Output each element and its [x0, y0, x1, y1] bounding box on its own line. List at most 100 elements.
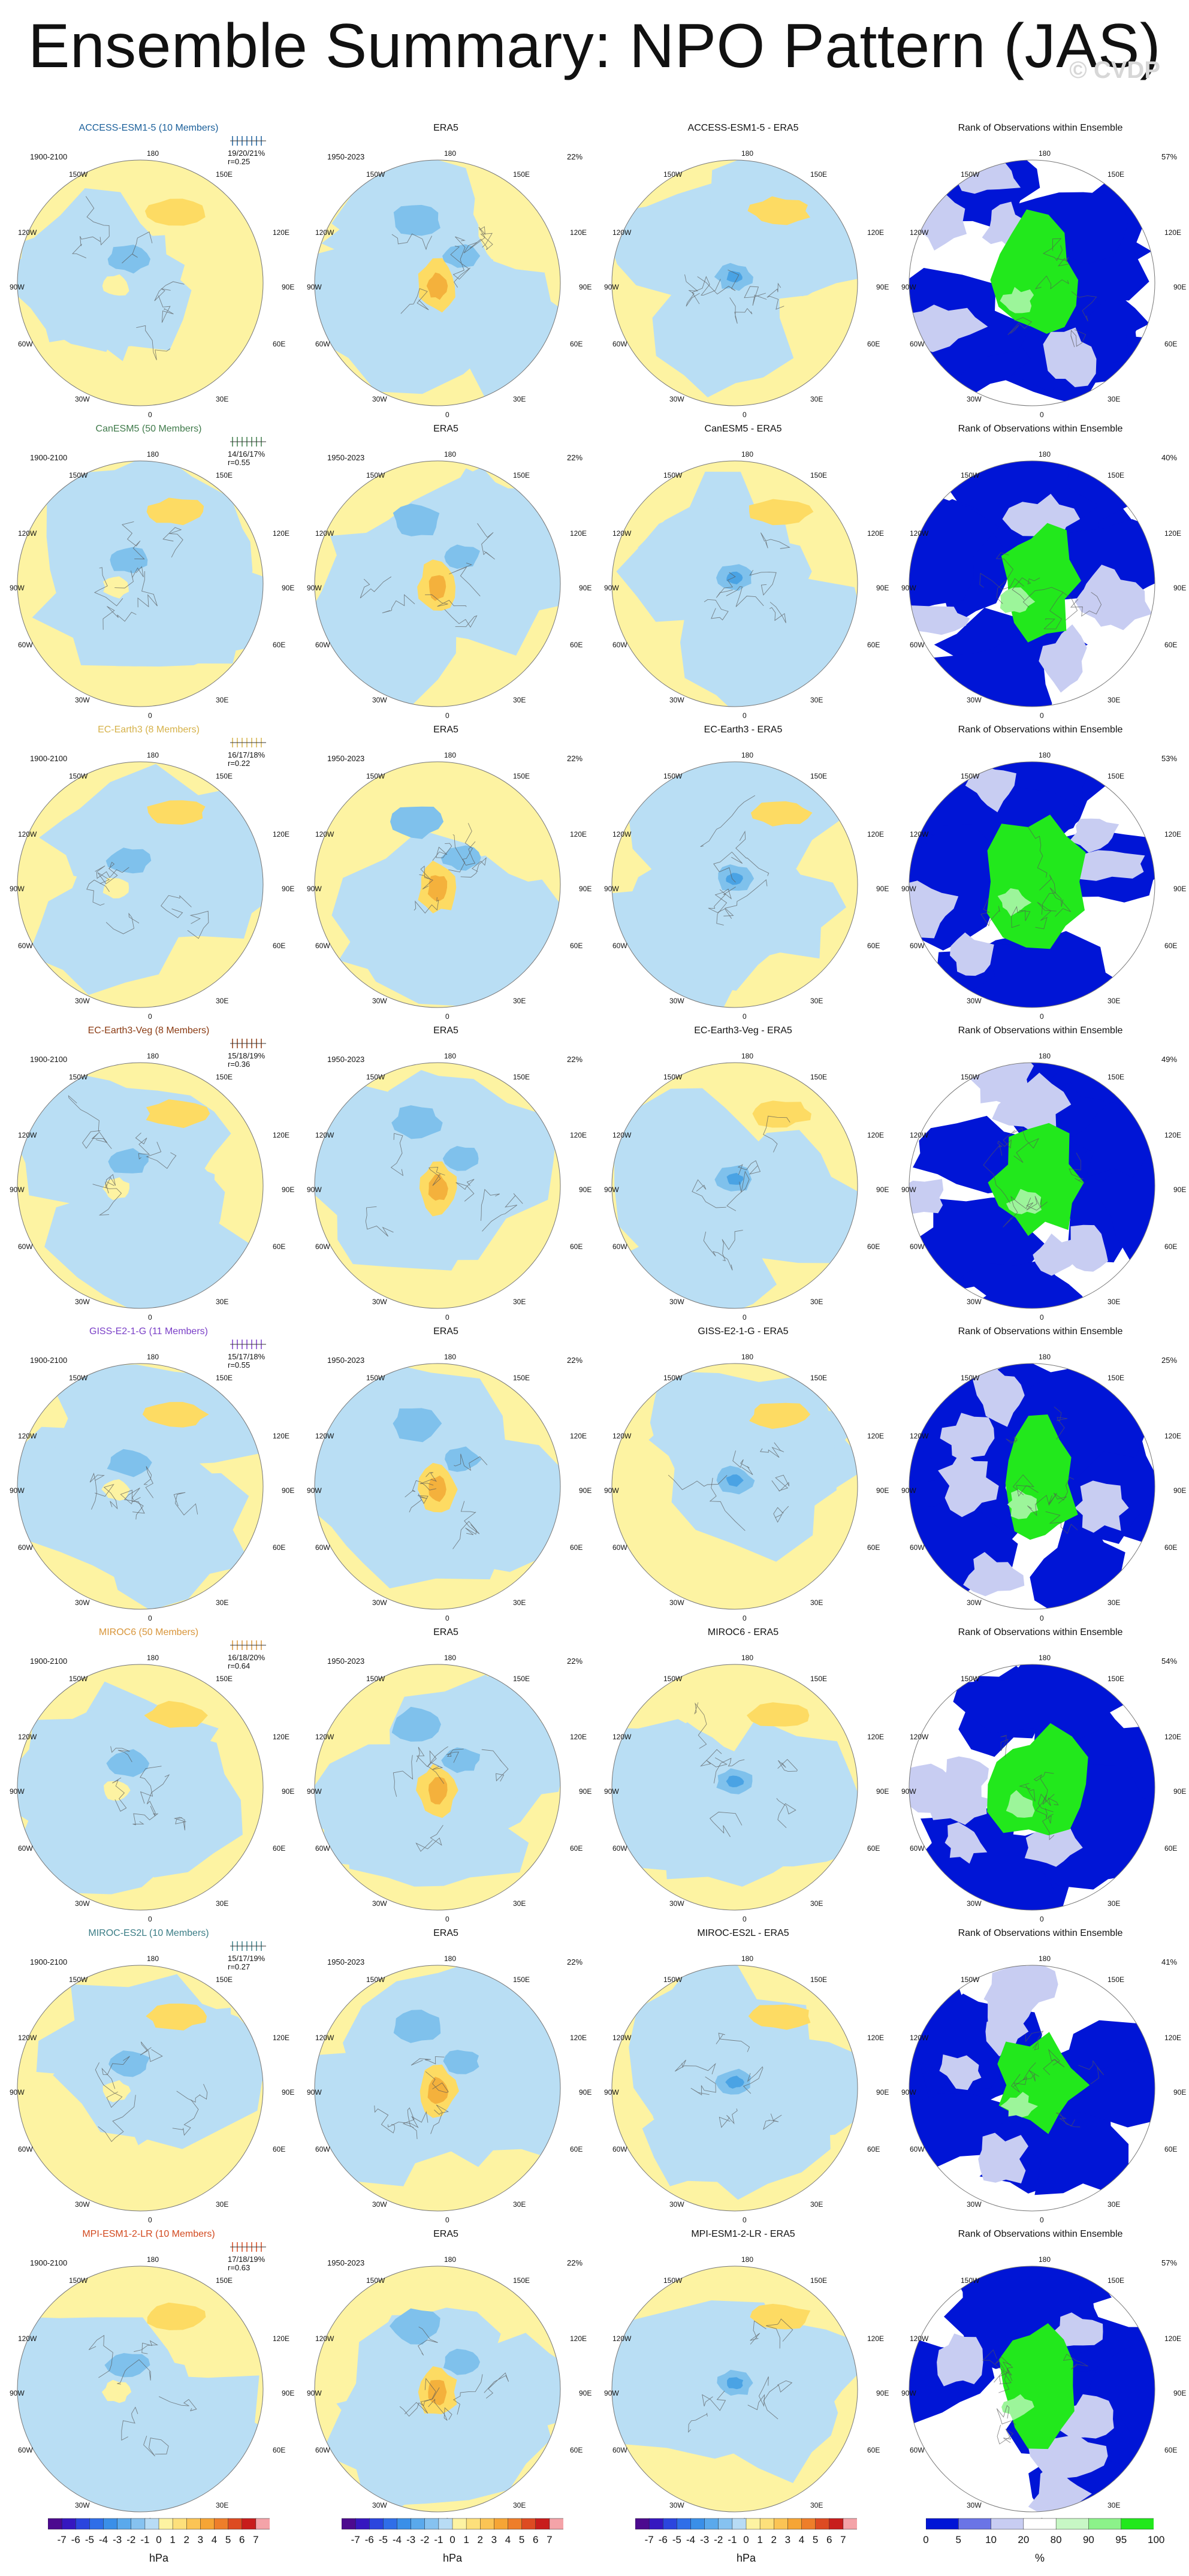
- map-label-mid-right-lower: 60E: [273, 1242, 286, 1251]
- period-label: 1950-2023: [327, 152, 365, 161]
- map-label-mid-right-upper: 120E: [867, 1733, 885, 1741]
- map-label-lower-left: 30W: [967, 997, 982, 1005]
- variance-percent: 22%: [567, 2258, 583, 2267]
- map-label-upper-left: 150W: [961, 772, 980, 780]
- map-label-upper-right: 150E: [810, 1073, 828, 1081]
- map-label-upper-left: 150W: [663, 2276, 683, 2285]
- map-label-mid-right-upper: 120E: [570, 1733, 587, 1741]
- colorbar-swatch: [926, 2518, 959, 2530]
- map-label-top: 180: [1039, 751, 1051, 759]
- variance-range: 15/17/18%: [228, 1352, 265, 1361]
- colorbar-tick-label: -4: [392, 2534, 402, 2545]
- colorbar-swatch: [369, 2518, 384, 2530]
- map-label-lower-right: 30E: [810, 997, 823, 1005]
- map-label-right: 90E: [579, 1787, 592, 1796]
- map-label-right: 90E: [876, 1787, 889, 1796]
- map-label-mid-left-upper: 120W: [18, 1131, 37, 1139]
- variance-range: 15/18/19%: [228, 1051, 265, 1060]
- map-label-lower-left: 30W: [669, 1899, 684, 1908]
- map-label-lower-left: 30W: [967, 1298, 982, 1306]
- colorbar-swatch: [228, 2518, 243, 2530]
- map-label-mid-right-upper: 120E: [1164, 529, 1182, 538]
- map-label-bottom: 0: [743, 1915, 747, 1923]
- variance-range: 16/17/18%: [228, 750, 265, 759]
- map-label-lower-right: 30E: [513, 997, 526, 1005]
- map-label-top: 180: [147, 149, 159, 158]
- map-label-mid-left-upper: 120W: [315, 830, 334, 838]
- map-label-upper-right: 150E: [216, 471, 233, 479]
- map-label-mid-left-lower: 60W: [315, 942, 330, 950]
- variance-percent: 53%: [1161, 754, 1178, 763]
- rank-map: [909, 1062, 1155, 1309]
- map-label-top: 180: [1039, 1654, 1051, 1662]
- map-label-left: 90W: [10, 2389, 25, 2397]
- map-label-upper-left: 150W: [663, 1675, 683, 1683]
- map-label-lower-left: 30W: [669, 696, 684, 704]
- variance-percent: 22%: [567, 1055, 583, 1064]
- map-label-left: 90W: [901, 885, 916, 893]
- map-label-left: 90W: [307, 2088, 322, 2097]
- colorbar-tick-label: 0: [156, 2534, 162, 2545]
- map-label-left: 90W: [307, 2389, 322, 2397]
- map-label-mid-right-lower: 60E: [1164, 1543, 1178, 1552]
- map-label-upper-right: 150E: [216, 772, 233, 780]
- map-label-mid-right-upper: 120E: [1164, 830, 1182, 838]
- map-label-mid-right-upper: 120E: [1164, 1432, 1182, 1440]
- difference-panel: MIROC6 - ERA5 180 150W 150E 120W 120E 90W 90E 60…: [594, 1627, 892, 1927]
- page-title: Ensemble Summary: NPO Pattern (JAS): [28, 11, 1161, 81]
- map-label-upper-left: 150W: [366, 1073, 385, 1081]
- map-label-mid-left-lower: 60W: [315, 1844, 330, 1853]
- map-label-mid-left-lower: 60W: [18, 1242, 33, 1251]
- map-label-mid-right-upper: 120E: [1164, 1733, 1182, 1741]
- period-label: 1900-2100: [30, 453, 68, 462]
- map-label-mid-right-upper: 120E: [570, 2034, 587, 2042]
- map-label-upper-left: 150W: [69, 1374, 88, 1382]
- colorbar-swatch: [535, 2518, 550, 2530]
- map-label-mid-right-upper: 120E: [570, 1432, 587, 1440]
- map-label-left: 90W: [10, 584, 25, 592]
- map-label-upper-left: 150W: [69, 1675, 88, 1683]
- map-label-mid-right-lower: 60E: [273, 942, 286, 950]
- map-label-left: 90W: [307, 584, 322, 592]
- map-label-left: 90W: [901, 1486, 916, 1495]
- member-spread-glyph: [230, 136, 266, 146]
- variance-percent: 41%: [1161, 1957, 1178, 1966]
- map-label-mid-left-lower: 60W: [18, 641, 33, 649]
- colorbar-tick-label: 20: [1018, 2534, 1030, 2545]
- rank-panel: Rank of Observations within Ensemble 57% 1…: [892, 2229, 1189, 2529]
- variance-range: 16/18/20%: [228, 1653, 265, 1662]
- map-label-mid-left-lower: 60W: [910, 1844, 925, 1853]
- map-label-mid-left-upper: 120W: [910, 228, 929, 237]
- map-label-mid-right-lower: 60E: [273, 641, 286, 649]
- map-label-mid-right-lower: 60E: [867, 2145, 880, 2153]
- map-label-top: 180: [741, 1052, 754, 1060]
- model-pattern-map: [17, 159, 264, 406]
- map-label-upper-left: 150W: [663, 471, 683, 479]
- map-label-top: 180: [444, 1954, 457, 1963]
- map-label-upper-left: 150W: [69, 170, 88, 179]
- pattern-correlation: r=0.55: [228, 1361, 251, 1370]
- map-label-upper-right: 150E: [513, 1073, 530, 1081]
- map-label-bottom: 0: [1040, 1012, 1044, 1021]
- watermark: © CVDP: [1069, 57, 1160, 83]
- colorbar-tick-label: -5: [85, 2534, 94, 2545]
- colorbar-swatch: [759, 2518, 774, 2530]
- map-label-left: 90W: [604, 1787, 619, 1796]
- rank-map: [909, 1363, 1155, 1610]
- pattern-stats: 15/17/18% r=0.55: [228, 1353, 265, 1370]
- map-label-right: 90E: [876, 584, 889, 592]
- panel-title: EC-Earth3-Veg (8 Members): [87, 1025, 210, 1036]
- panel-title: Rank of Observations within Ensemble: [958, 2229, 1123, 2239]
- model-pattern-map: [17, 460, 264, 707]
- map-label-left: 90W: [604, 885, 619, 893]
- map-label-lower-right: 30E: [1107, 2501, 1121, 2509]
- map-label-upper-right: 150E: [216, 1374, 233, 1382]
- period-label: 1950-2023: [327, 754, 365, 763]
- difference-map: [611, 1664, 858, 1911]
- colorbar-tick-label: -1: [728, 2534, 737, 2545]
- map-label-mid-right-upper: 120E: [273, 1432, 290, 1440]
- rank-map: [909, 460, 1155, 707]
- colorbar-swatch: [635, 2518, 650, 2530]
- map-label-mid-left-lower: 60W: [18, 942, 33, 950]
- map-label-left: 90W: [901, 2389, 916, 2397]
